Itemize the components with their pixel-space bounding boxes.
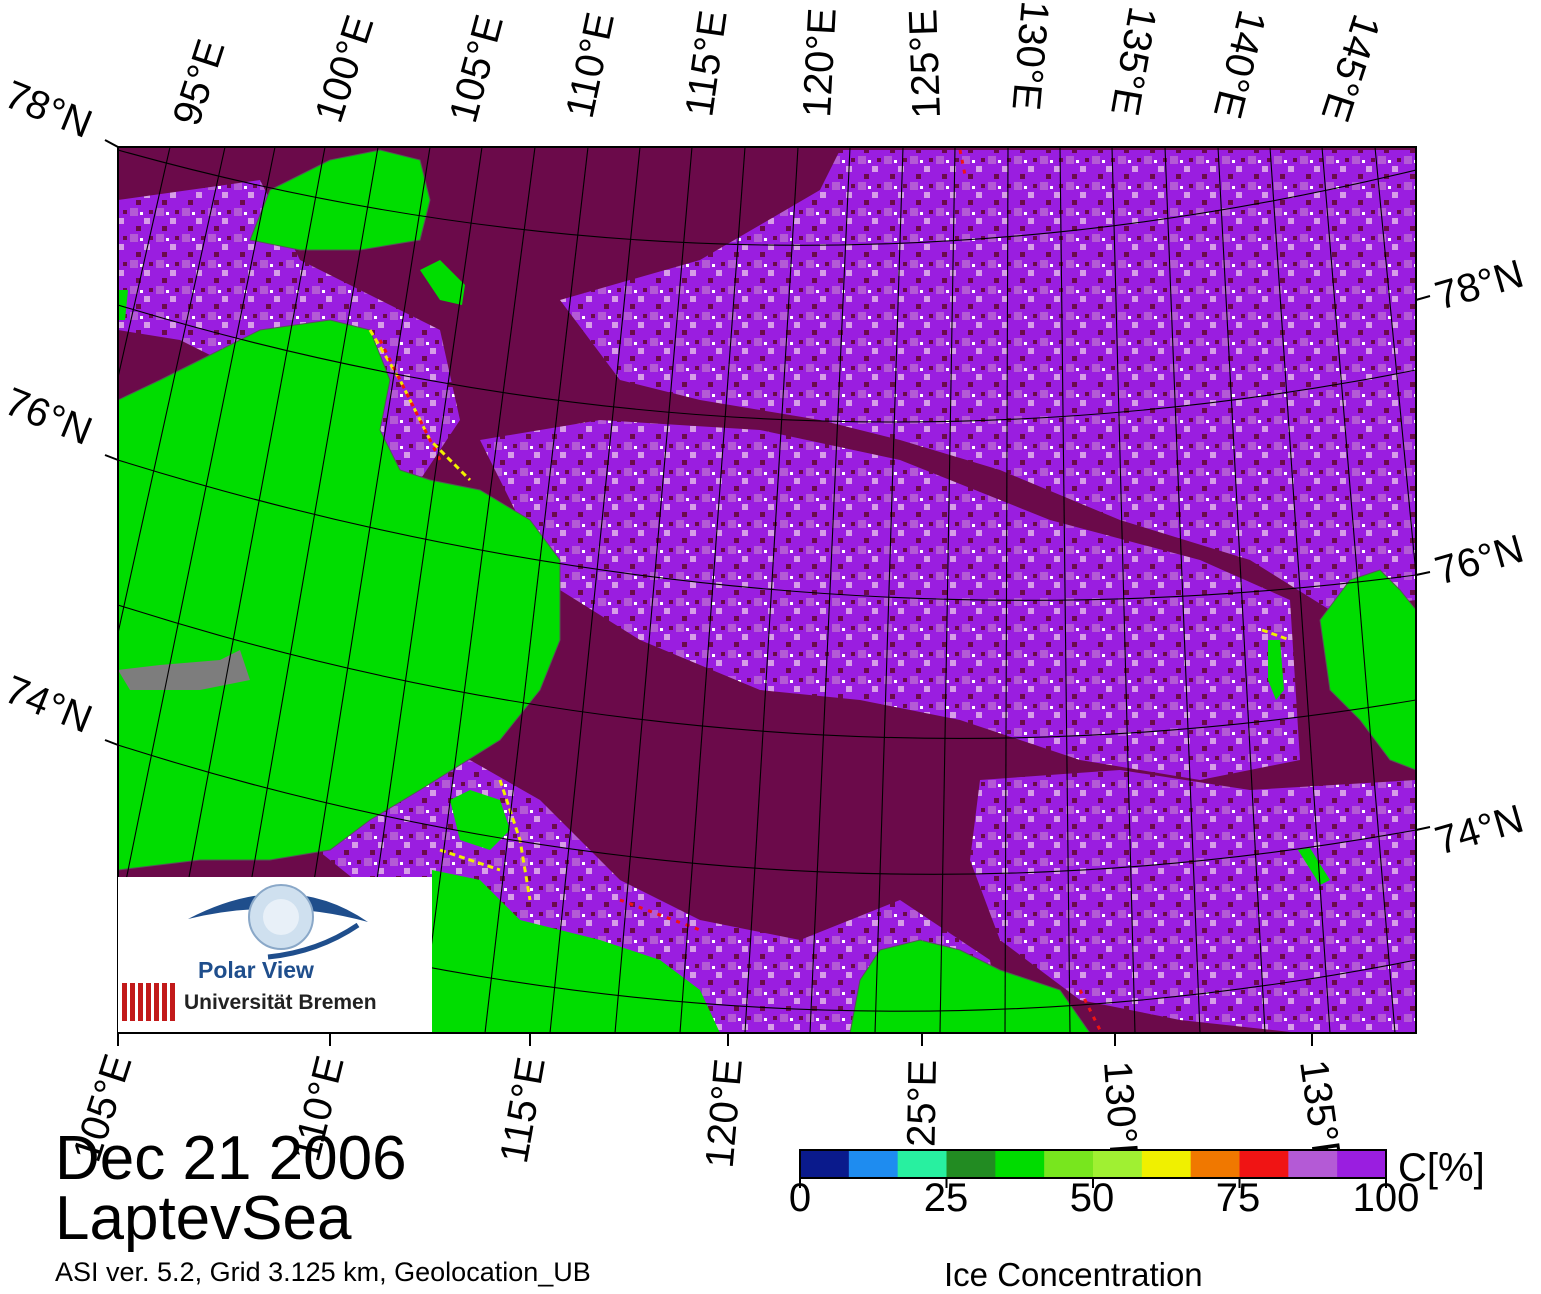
land-left-edge xyxy=(118,290,128,320)
sea-ice-region-south xyxy=(970,770,1416,1033)
top-lon-label: 100°E xyxy=(307,10,383,128)
colorbar-segment xyxy=(848,1150,899,1178)
right-lat-label: 74°N xyxy=(1430,797,1528,864)
top-longitude-labels: 95°E 100°E 105°E 110°E 115°E 120°E 125°E… xyxy=(165,0,1389,131)
land-taymyr xyxy=(118,319,561,871)
map-date: Dec 21 2006 xyxy=(55,1124,407,1193)
colorbar-segment xyxy=(1044,1150,1094,1178)
land-small-island-east xyxy=(1268,640,1284,700)
colorbar-tick-label: 100 xyxy=(1352,1176,1420,1220)
logo-institution: Universität Bremen xyxy=(184,991,377,1014)
left-lat-label: 74°N xyxy=(0,668,98,742)
colorbar-segment xyxy=(1337,1150,1387,1178)
logo-title: Polar View xyxy=(198,957,314,983)
top-lon-label: 120°E xyxy=(795,7,845,119)
frame-ticks xyxy=(104,139,1431,1046)
eye-logo-icon xyxy=(122,884,368,1021)
ice-edge-fringe-red xyxy=(378,149,1102,1031)
colorbar-segment xyxy=(1190,1150,1240,1178)
top-lon-label: 145°E xyxy=(1313,9,1389,127)
land-island-bay xyxy=(450,790,510,850)
colorbar-segment xyxy=(995,1150,1045,1178)
top-lon-label: 130°E xyxy=(1003,0,1056,112)
land-mainland-south xyxy=(432,870,720,1033)
polar-view-logo: Polar View Universität Bremen xyxy=(118,877,432,1032)
colorbar-tick-label: 75 xyxy=(1215,1176,1261,1220)
left-lat-label: 78°N xyxy=(0,73,98,147)
sea-ice-region-north xyxy=(560,150,1416,610)
top-lon-label: 135°E xyxy=(1102,3,1164,118)
region-name: LaptevSea xyxy=(55,1184,352,1253)
colorbar-tick-label: 0 xyxy=(788,1176,812,1220)
top-lon-label: 105°E xyxy=(441,10,512,127)
right-lat-label: 78°N xyxy=(1430,252,1528,319)
product-info: ASI ver. 5.2, Grid 3.125 km, Geolocation… xyxy=(55,1257,591,1287)
left-lat-label: 76°N xyxy=(0,380,98,454)
colorbar-segment xyxy=(897,1150,947,1178)
land-shadow-taymyr xyxy=(118,650,250,690)
colorbar-segment xyxy=(1141,1150,1192,1178)
colorbar-segment xyxy=(800,1150,850,1178)
bottom-lon-label: 120°E xyxy=(698,1057,751,1170)
land-islet-se xyxy=(1298,848,1330,885)
colorbar-title: Ice Concentration xyxy=(944,1256,1203,1293)
sea-ice-region-central xyxy=(480,420,1300,780)
land-new-siberian-islands xyxy=(1319,569,1416,771)
top-lon-label: 115°E xyxy=(677,8,735,120)
top-lon-label: 125°E xyxy=(901,8,949,119)
colorbar-segment xyxy=(946,1150,996,1178)
top-lon-label: 110°E xyxy=(558,9,623,122)
bottom-lon-label: 115°E xyxy=(492,1054,554,1166)
land-lena-delta xyxy=(849,939,1091,1033)
colorbar-segment xyxy=(1239,1150,1289,1178)
top-lon-label: 140°E xyxy=(1205,6,1274,123)
colorbar xyxy=(799,1149,1387,1188)
longitude-lines xyxy=(118,147,1416,1033)
colorbar-unit: C[%] xyxy=(1398,1146,1485,1190)
left-latitude-labels: 78°N 76°N 74°N xyxy=(0,73,98,742)
map-frame xyxy=(117,146,1417,1034)
colorbar-tick-label: 25 xyxy=(923,1176,969,1220)
top-lon-label: 95°E xyxy=(165,34,234,131)
ice-edge-fringe xyxy=(368,329,1291,901)
colorbar-segment xyxy=(1093,1150,1143,1178)
colorbar-tick-label: 50 xyxy=(1069,1176,1115,1220)
colorbar-segment xyxy=(1288,1150,1338,1178)
right-latitude-labels: 78°N 76°N 74°N xyxy=(1430,252,1528,864)
right-lat-label: 76°N xyxy=(1430,527,1528,594)
land-small-island xyxy=(420,260,465,305)
